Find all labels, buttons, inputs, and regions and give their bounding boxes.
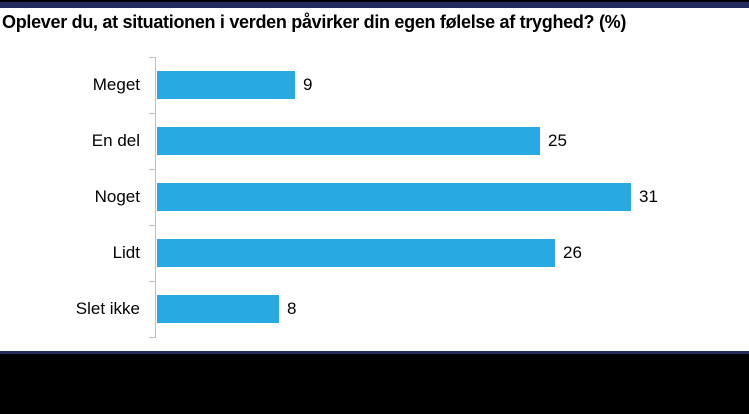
plot-area: 9 25 31 26 8 [149, 57, 716, 338]
axis-tick [149, 57, 156, 58]
axis-tick [149, 169, 156, 170]
category-axis-labels: Meget En del Noget Lidt Slet ikke [0, 57, 140, 337]
bar [157, 127, 540, 155]
top-black-line [0, 0, 749, 2]
value-label: 8 [287, 299, 297, 318]
bar [157, 183, 631, 211]
value-label: 31 [639, 187, 658, 206]
axis-tick [149, 225, 156, 226]
axis-tick [149, 113, 156, 114]
value-label: 25 [548, 131, 567, 150]
chart-title: Oplever du, at situationen i verden påvi… [2, 12, 627, 32]
axis-tick [149, 281, 156, 282]
category-label: Meget [92, 75, 140, 94]
category-label: En del [91, 131, 140, 150]
bar [157, 239, 555, 267]
bar [157, 295, 279, 323]
value-label: 26 [563, 243, 582, 262]
category-label: Noget [94, 187, 140, 206]
footer-band [0, 354, 749, 414]
bar [157, 71, 295, 99]
bottom-navy-accent-line [0, 351, 749, 354]
axis-tick [149, 337, 156, 338]
category-label: Lidt [112, 243, 140, 262]
value-label: 9 [303, 75, 313, 94]
top-navy-accent-line [0, 2, 749, 8]
category-label: Slet ikke [75, 299, 140, 318]
